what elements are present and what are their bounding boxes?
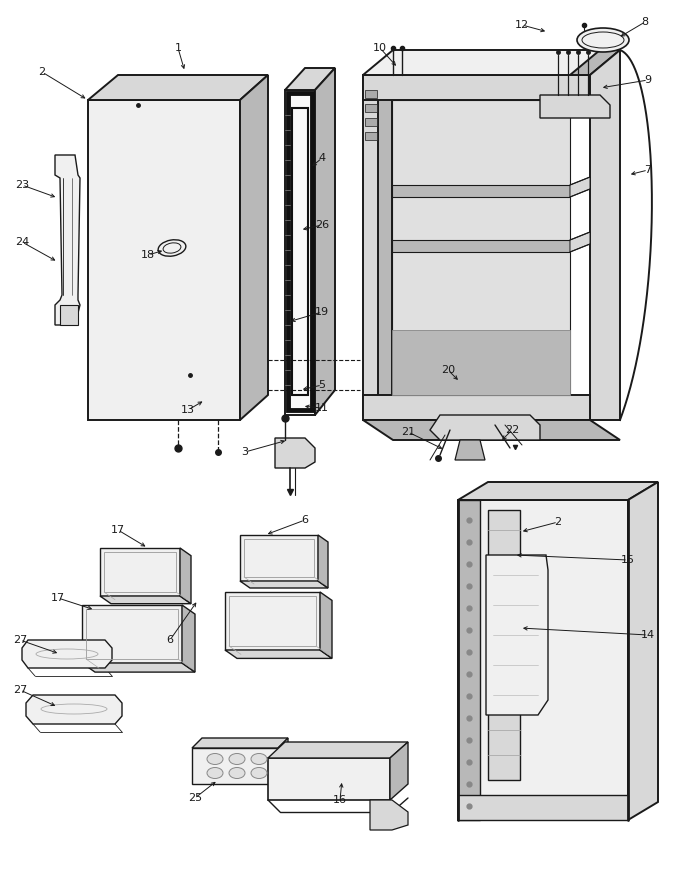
- Polygon shape: [392, 185, 570, 197]
- Polygon shape: [275, 438, 315, 468]
- Polygon shape: [392, 100, 570, 395]
- Polygon shape: [488, 510, 520, 780]
- Polygon shape: [458, 500, 628, 820]
- Ellipse shape: [207, 753, 223, 765]
- Text: 26: 26: [315, 220, 329, 230]
- Polygon shape: [365, 132, 377, 140]
- Polygon shape: [590, 50, 620, 420]
- Polygon shape: [88, 100, 240, 420]
- Text: 12: 12: [515, 20, 529, 30]
- Polygon shape: [363, 75, 590, 100]
- Polygon shape: [318, 535, 328, 588]
- Polygon shape: [570, 232, 590, 252]
- Text: 2: 2: [39, 67, 46, 77]
- Polygon shape: [100, 596, 191, 604]
- Polygon shape: [225, 650, 332, 659]
- Polygon shape: [458, 482, 658, 500]
- Ellipse shape: [251, 767, 267, 779]
- Polygon shape: [390, 742, 408, 800]
- Text: 9: 9: [645, 75, 651, 85]
- Polygon shape: [268, 758, 390, 800]
- Polygon shape: [363, 420, 620, 440]
- Polygon shape: [458, 500, 480, 820]
- Text: 14: 14: [641, 630, 655, 640]
- Polygon shape: [26, 695, 122, 724]
- Polygon shape: [455, 440, 485, 460]
- Ellipse shape: [577, 28, 629, 52]
- Polygon shape: [392, 240, 570, 252]
- Polygon shape: [315, 68, 335, 415]
- Text: 17: 17: [51, 593, 65, 603]
- Polygon shape: [225, 592, 320, 650]
- Polygon shape: [392, 330, 570, 395]
- Polygon shape: [370, 800, 408, 830]
- Polygon shape: [278, 738, 288, 784]
- Text: 23: 23: [15, 180, 29, 190]
- Polygon shape: [570, 177, 590, 197]
- Ellipse shape: [229, 753, 245, 765]
- Polygon shape: [82, 605, 182, 663]
- Polygon shape: [365, 118, 377, 126]
- Polygon shape: [365, 90, 377, 98]
- Text: 10: 10: [373, 43, 387, 53]
- Polygon shape: [55, 155, 80, 325]
- Text: 22: 22: [505, 425, 519, 435]
- Text: 6: 6: [301, 515, 309, 525]
- Text: 5: 5: [318, 380, 326, 390]
- Text: 24: 24: [15, 237, 29, 247]
- Polygon shape: [365, 104, 377, 112]
- Text: 7: 7: [645, 165, 651, 175]
- Text: 3: 3: [241, 447, 248, 457]
- Text: 18: 18: [141, 250, 155, 260]
- Text: 1: 1: [175, 43, 182, 53]
- Polygon shape: [180, 548, 191, 604]
- Polygon shape: [486, 555, 548, 715]
- Ellipse shape: [251, 753, 267, 765]
- Text: 21: 21: [401, 427, 415, 437]
- Text: 25: 25: [188, 793, 202, 803]
- Polygon shape: [363, 50, 620, 75]
- Ellipse shape: [207, 767, 223, 779]
- Text: 8: 8: [641, 17, 649, 27]
- Polygon shape: [192, 738, 288, 748]
- Text: 27: 27: [13, 685, 27, 695]
- Polygon shape: [82, 663, 195, 672]
- Polygon shape: [378, 75, 392, 415]
- Polygon shape: [192, 748, 278, 784]
- Polygon shape: [88, 75, 268, 100]
- Polygon shape: [268, 742, 408, 758]
- Polygon shape: [540, 95, 610, 118]
- Polygon shape: [285, 68, 335, 90]
- Text: 17: 17: [111, 525, 125, 535]
- Polygon shape: [458, 795, 628, 820]
- Polygon shape: [60, 305, 78, 325]
- Text: 11: 11: [315, 403, 329, 413]
- Ellipse shape: [229, 767, 245, 779]
- Polygon shape: [22, 640, 112, 668]
- Polygon shape: [570, 50, 620, 75]
- Text: 15: 15: [621, 555, 635, 565]
- Text: 20: 20: [441, 365, 455, 375]
- Polygon shape: [285, 90, 315, 415]
- Polygon shape: [240, 535, 318, 581]
- Polygon shape: [182, 605, 195, 672]
- Polygon shape: [363, 395, 590, 420]
- Polygon shape: [100, 548, 180, 596]
- Polygon shape: [240, 581, 328, 588]
- Text: 4: 4: [318, 153, 326, 163]
- Text: 19: 19: [315, 307, 329, 317]
- Text: 16: 16: [333, 795, 347, 805]
- Polygon shape: [240, 75, 268, 420]
- Polygon shape: [628, 482, 658, 820]
- Polygon shape: [320, 592, 332, 659]
- Text: 6: 6: [167, 635, 173, 645]
- Text: 13: 13: [181, 405, 195, 415]
- Text: 2: 2: [554, 517, 562, 527]
- Text: 27: 27: [13, 635, 27, 645]
- Polygon shape: [363, 75, 392, 415]
- Polygon shape: [430, 415, 540, 440]
